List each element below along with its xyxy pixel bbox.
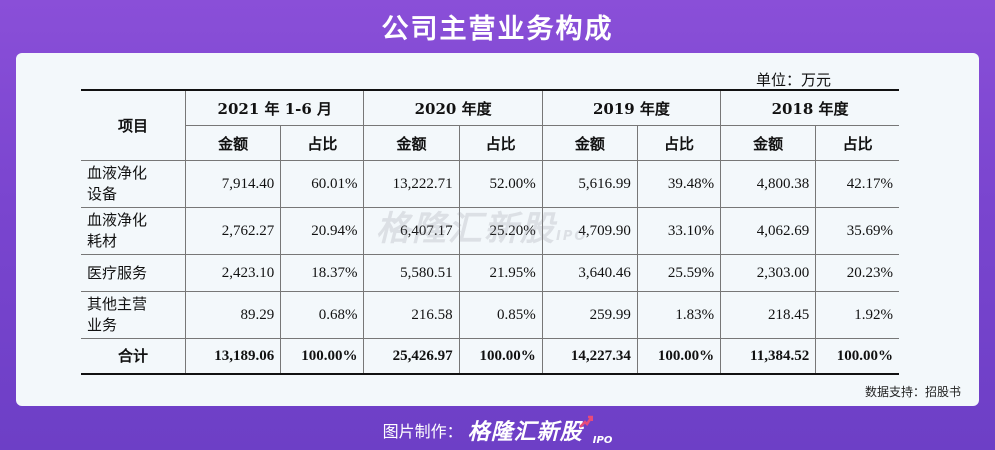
page-title: 公司主营业务构成 [381,14,614,45]
footer-brand-logo: 格隆汇新股 [467,420,583,445]
period-header: 2020 年度 [363,89,543,126]
rising-arrow-icon [578,414,594,433]
ratio-header: 占比 [280,125,365,161]
table-cell: 13,189.06 [185,338,282,375]
row-label: 医疗服务 [81,254,187,292]
ratio-header: 占比 [458,125,543,161]
header-row-metrics: 金额 占比 金额 占比 金额 占比 金额 占比 [81,125,899,161]
ratio-header: 占比 [815,125,899,161]
total-label: 合计 [81,338,187,375]
amount-header: 金额 [720,125,817,161]
table-cell: 100.00% [458,338,543,375]
table-cell: 21.95% [458,254,543,292]
amount-header: 金额 [541,125,638,161]
total-row: 合计 13,189.06 100.00% 25,426.97 100.00% 1… [81,338,899,375]
table-cell: 42.17% [815,160,899,208]
header-row-periods: 项目 2021 年 1-6 月 2020 年度 2019 年度 2018 年度 [81,89,899,161]
table-cell: 7,914.40 [185,160,282,208]
table-cell: 100.00% [280,338,365,375]
table-cell: 39.48% [636,160,722,208]
table-cell: 3,640.46 [541,254,638,292]
table-cell: 4,062.69 [720,207,817,255]
table-cell: 2,423.10 [185,254,282,292]
table-cell: 60.01% [280,160,365,208]
table-cell: 100.00% [815,338,899,375]
table-cell: 5,580.51 [363,254,460,292]
table-row: 血液净化 耗材 2,762.27 20.94% 6,407.17 25.20% 4… [81,207,899,255]
table-cell: 4,709.90 [541,207,638,255]
table-cell: 1.83% [636,291,722,339]
footer-label: 图片制作： [382,422,463,441]
item-header: 项目 [81,89,187,161]
table-cell: 14,227.34 [541,338,638,375]
period-header: 2021 年 1-6 月 [185,89,365,126]
period-header: 2018 年度 [720,89,899,126]
table-cell: 20.23% [815,254,899,292]
source-note: 数据支持：招股书 [864,385,961,399]
amount-header: 金额 [185,125,282,161]
table-row: 医疗服务 2,423.10 18.37% 5,580.51 21.95% 3,6… [81,254,899,292]
table-cell: 100.00% [636,338,722,375]
table-cell: 52.00% [458,160,543,208]
period-header: 2019 年度 [541,89,722,126]
row-label: 血液净化 设备 [81,160,187,208]
table-cell: 13,222.71 [363,160,460,208]
table-cell: 35.69% [815,207,899,255]
table-cell: 20.94% [280,207,365,255]
table-cell: 0.68% [280,291,365,339]
table-cell: 25,426.97 [363,338,460,375]
table-cell: 2,762.27 [185,207,282,255]
footer-ipo-label: IPO [592,435,613,446]
table-panel: 单位：万元 项目 2021 年 1-6 月 2020 年度 2019 年度 20… [16,53,979,406]
amount-header: 金额 [363,125,460,161]
table-row: 其他主营 业务 89.29 0.68% 216.58 0.85% 259.99 1… [81,291,899,339]
table-cell: 259.99 [541,291,638,339]
row-label: 血液净化 耗材 [81,207,187,255]
table-cell: 218.45 [720,291,817,339]
table-cell: 89.29 [185,291,282,339]
table-cell: 11,384.52 [720,338,817,375]
table-cell: 5,616.99 [541,160,638,208]
table-cell: 0.85% [458,291,543,339]
unit-note: 单位：万元 [756,71,832,89]
table-cell: 2,303.00 [720,254,817,292]
table-row: 血液净化 设备 7,914.40 60.01% 13,222.71 52.00% … [81,160,899,208]
table-cell: 6,407.17 [363,207,460,255]
ratio-header: 占比 [636,125,722,161]
table-cell: 25.20% [458,207,543,255]
table-cell: 216.58 [363,291,460,339]
business-composition-table: 项目 2021 年 1-6 月 2020 年度 2019 年度 2018 年度 … [81,89,899,375]
table-cell: 33.10% [636,207,722,255]
table-cell: 25.59% [636,254,722,292]
footer: 图片制作： 格隆汇新股 IPO [0,414,995,446]
table-cell: 1.92% [815,291,899,339]
table-cell: 18.37% [280,254,365,292]
row-label: 其他主营 业务 [81,291,187,339]
table-cell: 4,800.38 [720,160,817,208]
